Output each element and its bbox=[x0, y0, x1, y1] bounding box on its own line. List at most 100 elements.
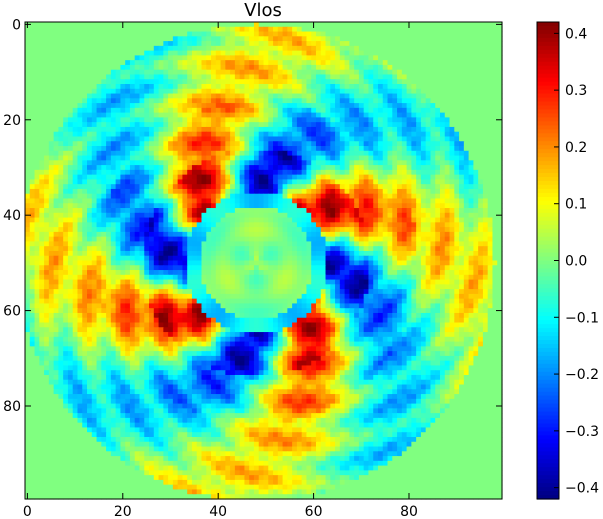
heatmap-cell bbox=[325, 122, 331, 128]
heatmap-cell bbox=[25, 208, 31, 214]
heatmap-cell bbox=[335, 222, 341, 228]
heatmap-cell bbox=[296, 36, 303, 42]
heatmap-cell bbox=[382, 198, 389, 204]
heatmap-cell bbox=[277, 50, 284, 56]
heatmap-cell bbox=[358, 103, 365, 109]
heatmap-cell bbox=[363, 198, 370, 204]
heatmap-cell bbox=[382, 79, 389, 85]
heatmap-cell bbox=[211, 98, 217, 104]
heatmap-cell bbox=[263, 41, 269, 47]
heatmap-cell bbox=[435, 122, 441, 128]
heatmap-cell bbox=[120, 146, 126, 152]
heatmap-cell bbox=[358, 117, 365, 123]
heatmap-cell bbox=[253, 217, 260, 223]
heatmap-cell bbox=[478, 227, 484, 233]
heatmap-cell bbox=[177, 141, 184, 147]
heatmap-cell bbox=[482, 246, 489, 252]
heatmap-cell bbox=[211, 217, 217, 223]
heatmap-cell bbox=[63, 246, 69, 252]
heatmap-cell bbox=[258, 217, 265, 223]
heatmap-cell bbox=[296, 103, 303, 109]
heatmap-cell bbox=[268, 103, 274, 109]
heatmap-cell bbox=[335, 93, 341, 99]
heatmap-cell bbox=[320, 136, 327, 142]
heatmap-cell bbox=[406, 241, 412, 247]
heatmap-cell bbox=[106, 79, 112, 85]
heatmap-cell bbox=[77, 41, 83, 47]
heatmap-cell bbox=[382, 26, 389, 33]
heatmap-cell bbox=[377, 88, 384, 95]
heatmap-cell bbox=[101, 217, 107, 223]
heatmap-cell bbox=[354, 188, 360, 195]
heatmap-cell bbox=[230, 84, 236, 90]
heatmap-cell bbox=[206, 136, 212, 142]
heatmap-cell bbox=[459, 103, 465, 109]
heatmap-cell bbox=[306, 174, 312, 181]
heatmap-cell bbox=[129, 250, 136, 257]
heatmap-cell bbox=[315, 165, 322, 171]
heatmap-cell bbox=[187, 31, 193, 37]
heatmap-cell bbox=[263, 208, 269, 214]
heatmap-cell bbox=[411, 250, 417, 257]
heatmap-cell bbox=[115, 255, 121, 262]
heatmap-cell bbox=[225, 55, 231, 61]
heatmap-cell bbox=[468, 165, 474, 171]
heatmap-cell bbox=[411, 131, 417, 138]
heatmap-cell bbox=[473, 131, 479, 138]
heatmap-cell bbox=[206, 150, 212, 157]
heatmap-cell bbox=[301, 193, 308, 200]
heatmap-cell bbox=[129, 146, 136, 152]
heatmap-cell bbox=[387, 184, 393, 190]
heatmap-cell bbox=[149, 160, 155, 166]
heatmap-cell bbox=[411, 155, 417, 161]
heatmap-cell bbox=[253, 146, 260, 152]
heatmap-cell bbox=[482, 64, 489, 71]
heatmap-cell bbox=[39, 241, 45, 247]
heatmap-cell bbox=[244, 26, 250, 33]
heatmap-cell bbox=[373, 160, 379, 166]
heatmap-cell bbox=[387, 84, 393, 90]
heatmap-cell bbox=[110, 141, 117, 147]
heatmap-cell bbox=[277, 103, 284, 109]
heatmap-cell bbox=[358, 160, 365, 166]
heatmap-cell bbox=[106, 64, 112, 71]
heatmap-cell bbox=[268, 45, 274, 52]
heatmap-cell bbox=[315, 150, 322, 157]
heatmap-cell bbox=[330, 141, 336, 147]
heatmap-cell bbox=[215, 241, 222, 247]
heatmap-cell bbox=[268, 107, 274, 114]
heatmap-cell bbox=[439, 26, 446, 33]
heatmap-cell bbox=[25, 198, 31, 204]
heatmap-cell bbox=[406, 203, 412, 209]
heatmap-cell bbox=[106, 136, 112, 142]
heatmap-cell bbox=[311, 31, 317, 37]
heatmap-cell bbox=[253, 241, 260, 247]
heatmap-cell bbox=[63, 193, 69, 200]
heatmap-cell bbox=[96, 208, 102, 214]
heatmap-cell bbox=[401, 169, 408, 176]
heatmap-cell bbox=[77, 84, 83, 90]
heatmap-cell bbox=[487, 117, 494, 123]
heatmap-cell bbox=[258, 246, 265, 252]
heatmap-cell bbox=[497, 227, 503, 233]
heatmap-cell bbox=[182, 208, 188, 214]
heatmap-cell bbox=[416, 222, 422, 228]
heatmap-cell bbox=[354, 169, 360, 176]
heatmap-cell bbox=[406, 84, 412, 90]
heatmap-cell bbox=[101, 126, 107, 133]
heatmap-cell bbox=[387, 107, 393, 114]
heatmap-cell bbox=[497, 69, 503, 76]
heatmap-cell bbox=[392, 146, 398, 152]
heatmap-cell bbox=[282, 188, 288, 195]
heatmap-cell bbox=[468, 55, 474, 61]
heatmap-cell bbox=[406, 250, 412, 257]
heatmap-cell bbox=[282, 203, 288, 209]
heatmap-cell bbox=[473, 60, 479, 66]
heatmap-cell bbox=[373, 179, 379, 185]
heatmap-cell bbox=[129, 255, 136, 262]
heatmap-cell bbox=[44, 146, 50, 152]
heatmap-cell bbox=[201, 250, 207, 257]
heatmap-cell bbox=[63, 45, 69, 52]
heatmap-cell bbox=[268, 122, 274, 128]
heatmap-cell bbox=[72, 122, 79, 128]
